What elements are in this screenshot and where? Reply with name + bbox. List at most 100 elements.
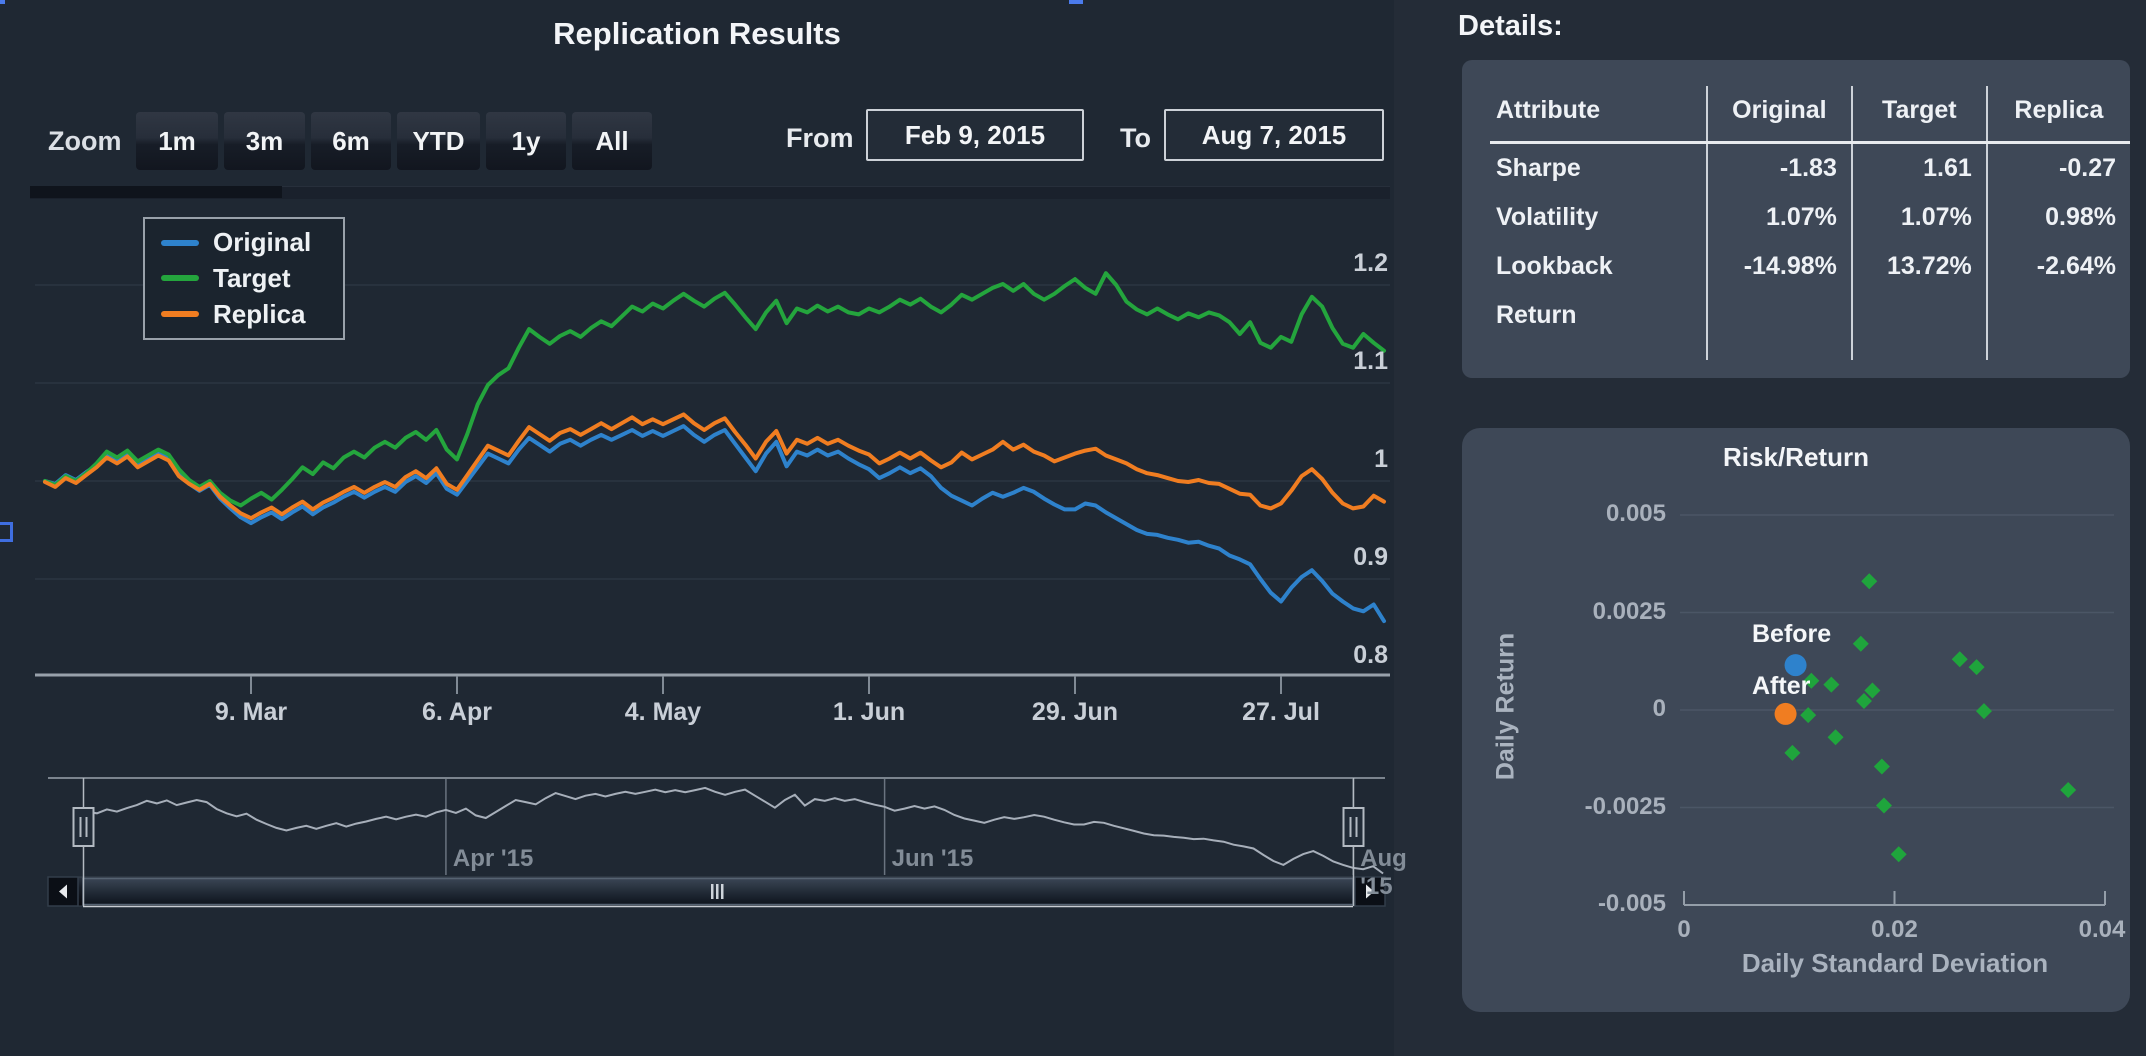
details-row: Sharpe -1.83 1.61 -0.27 — [1490, 142, 2130, 193]
top-scrollbar-thumb[interactable] — [30, 186, 282, 198]
details-cell: Lookback — [1496, 252, 1613, 280]
x-axis-tick-label: 6. Apr — [422, 698, 492, 726]
main-chart-canvas — [35, 271, 1390, 908]
details-cell: Return — [1496, 301, 1577, 329]
replica-line-swatch-icon — [161, 311, 199, 318]
rr-before-point — [1784, 654, 1807, 677]
rr-component-point — [1784, 744, 1801, 761]
chart-legend: Original Target Replica — [143, 217, 345, 340]
rr-component-point — [1968, 659, 1985, 676]
rr-component-point — [1873, 758, 1890, 775]
rr-component-point — [1951, 651, 1968, 668]
rr-x-tick-label: 0.04 — [2078, 916, 2126, 943]
details-row: Return — [1490, 291, 2130, 360]
rr-y-tick-label: 0.0025 — [1592, 597, 1666, 625]
series-line-replica — [43, 412, 1386, 521]
left-arrow-icon — [59, 884, 67, 899]
y-axis-tick-label: 1.1 — [1353, 347, 1388, 375]
rr-component-point — [1875, 797, 1892, 814]
navigator-left-handle[interactable] — [72, 807, 95, 847]
details-cell: 0.98% — [1985, 193, 2130, 242]
y-axis-tick-label: 1.2 — [1353, 249, 1388, 277]
rr-component-point — [1855, 693, 1872, 710]
zoom-button-1y[interactable]: 1y — [486, 112, 566, 170]
details-cell: -0.27 — [1985, 142, 2130, 193]
legend-item-original[interactable]: Original — [161, 227, 343, 258]
series-line-original — [43, 424, 1386, 624]
legend-item-replica[interactable]: Replica — [161, 299, 343, 330]
details-column-header: Target — [1850, 86, 1987, 144]
details-cell: Sharpe — [1496, 154, 1581, 182]
details-row: Lookback -14.98% 13.72% -2.64% — [1490, 242, 2130, 291]
details-cell: -14.98% — [1705, 242, 1852, 291]
risk-return-title: Risk/Return — [1723, 442, 1869, 472]
y-axis-tick-label: 0.8 — [1353, 641, 1388, 669]
navigator-month-label: Jun '15 — [891, 845, 974, 872]
details-column-header: Original — [1705, 86, 1852, 144]
zoom-label: Zoom — [48, 125, 122, 156]
details-table: Attribute Original Target Replica Sharpe -1.… — [1490, 86, 2130, 360]
navigator-month-label: Apr '15 — [452, 845, 534, 872]
rr-component-point — [1890, 846, 1907, 863]
zoom-button-6m[interactable]: 6m — [311, 112, 391, 170]
rr-x-tick-label: 0.02 — [1871, 916, 1918, 943]
details-heading: Details: — [1458, 10, 1563, 42]
details-cell: 1.61 — [1850, 142, 1987, 193]
rr-after-point — [1774, 702, 1797, 725]
zoom-button-ytd[interactable]: YTD — [397, 112, 480, 170]
details-cell: -2.64% — [1985, 242, 2130, 291]
rr-y-tick-label: 0.005 — [1605, 500, 1666, 527]
from-label: From — [786, 122, 854, 153]
x-axis-tick-label: 4. May — [624, 698, 702, 726]
zoom-button-1m[interactable]: 1m — [136, 112, 218, 170]
rr-component-point — [1852, 635, 1869, 652]
x-axis-tick-label: 9. Mar — [214, 698, 288, 726]
scrollbar-grip-icon — [716, 884, 719, 899]
legend-label: Original — [213, 227, 312, 258]
details-cell: 1.07% — [1705, 193, 1852, 242]
x-axis-tick-label: 27. Jul — [1242, 698, 1320, 726]
replication-chart-panel: Replication Results Zoom 1m 3m 6m YTD 1y… — [30, 16, 1407, 908]
rr-y-tick-label: 0 — [1652, 695, 1666, 722]
details-cell: 13.72% — [1850, 242, 1987, 291]
rr-x-tick-label: 0 — [1677, 916, 1691, 943]
rr-component-point — [1800, 707, 1817, 724]
zoom-button-3m[interactable]: 3m — [224, 112, 305, 170]
risk-return-xlabel: Daily Standard Deviation — [1741, 948, 2049, 978]
details-column-header: Replica — [1985, 86, 2130, 144]
rr-component-point — [1827, 729, 1844, 746]
details-cell: 1.07% — [1850, 193, 1987, 242]
from-date-input[interactable] — [866, 109, 1084, 161]
to-date-input[interactable] — [1164, 109, 1384, 161]
blue-box-artifact — [0, 522, 13, 542]
scrollbar-grip-icon — [721, 884, 724, 899]
rr-component-point — [1975, 703, 1992, 720]
after-point-label: After — [1752, 672, 1811, 700]
before-point-label: Before — [1752, 620, 1832, 648]
details-cell: Volatility — [1496, 203, 1599, 231]
zoom-button-all[interactable]: All — [572, 112, 652, 170]
rr-y-tick-label: -0.0025 — [1584, 792, 1666, 820]
x-axis-tick-label: 1. Jun — [832, 698, 906, 726]
details-row: Volatility 1.07% 1.07% 0.98% — [1490, 193, 2130, 242]
risk-return-panel: Risk/Return Daily Return 0.005 0.0025 0 -0.… — [1462, 428, 2130, 1012]
page-title: Replication Results — [553, 16, 841, 51]
details-cell: -1.83 — [1705, 142, 1852, 193]
rr-component-point — [2060, 781, 2077, 798]
y-axis-tick-label: 1 — [1374, 445, 1388, 473]
navigator-series-line — [86, 786, 1384, 875]
blue-fragment-artifact — [0, 0, 5, 4]
details-column-header: Attribute — [1490, 86, 1707, 144]
risk-return-canvas — [1680, 514, 2114, 906]
details-cell — [1705, 291, 1852, 360]
rr-component-point — [1864, 682, 1881, 699]
details-cell — [1850, 291, 1987, 360]
rr-component-point — [1823, 676, 1840, 693]
blue-fragment-artifact — [1069, 0, 1083, 4]
x-axis-tick-label: 29. Jun — [1031, 698, 1119, 726]
legend-item-target[interactable]: Target — [161, 263, 343, 294]
navigator-right-handle[interactable] — [1342, 807, 1365, 847]
details-panel: Attribute Original Target Replica Sharpe -1.… — [1462, 60, 2130, 378]
rr-component-point — [1861, 573, 1878, 590]
